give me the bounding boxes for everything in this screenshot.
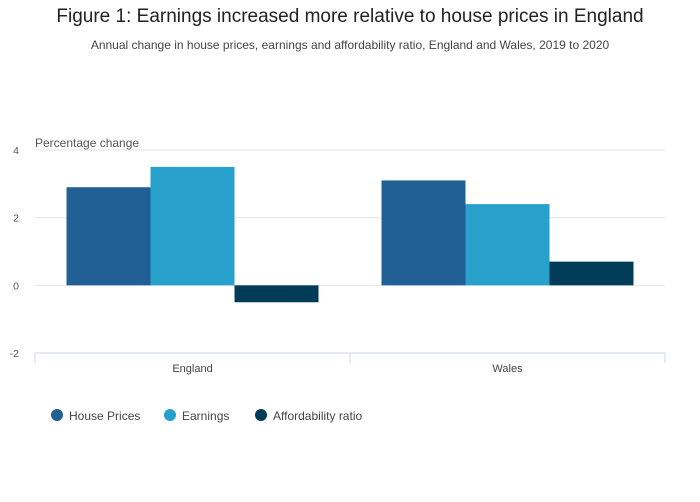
x-tick-label: Wales [492,363,523,375]
y-tick-label: 4 [13,145,19,157]
legend-marker [255,409,267,421]
y-tick-labels: 4 2 0 -2 [10,145,20,360]
y-tick-label: -2 [10,348,19,360]
legend-label: House Prices [69,409,140,423]
chart-title: Figure 1: Earnings increased more relati… [56,6,644,27]
bars [66,166,634,303]
legend-label: Earnings [182,409,229,423]
bar [66,187,151,286]
legend-label: Affordability ratio [273,409,362,423]
legend: House Prices Earnings Affordability ratio [51,409,362,423]
bar [465,204,550,286]
bar [150,166,235,286]
y-tick-label: 0 [13,280,19,292]
legend-marker [164,409,176,421]
legend-marker [51,409,63,421]
y-axis-label: Percentage change [35,136,139,150]
legend-item: Earnings [164,409,229,423]
legend-item: House Prices [51,409,140,423]
y-tick-label: 2 [13,213,19,225]
bar [381,180,466,286]
chart-subtitle: Annual change in house prices, earnings … [90,38,610,52]
legend-item: Affordability ratio [255,409,362,423]
bar [549,261,634,286]
bar [234,285,319,303]
x-axis: England Wales [34,352,666,375]
x-tick-label: England [172,363,212,375]
